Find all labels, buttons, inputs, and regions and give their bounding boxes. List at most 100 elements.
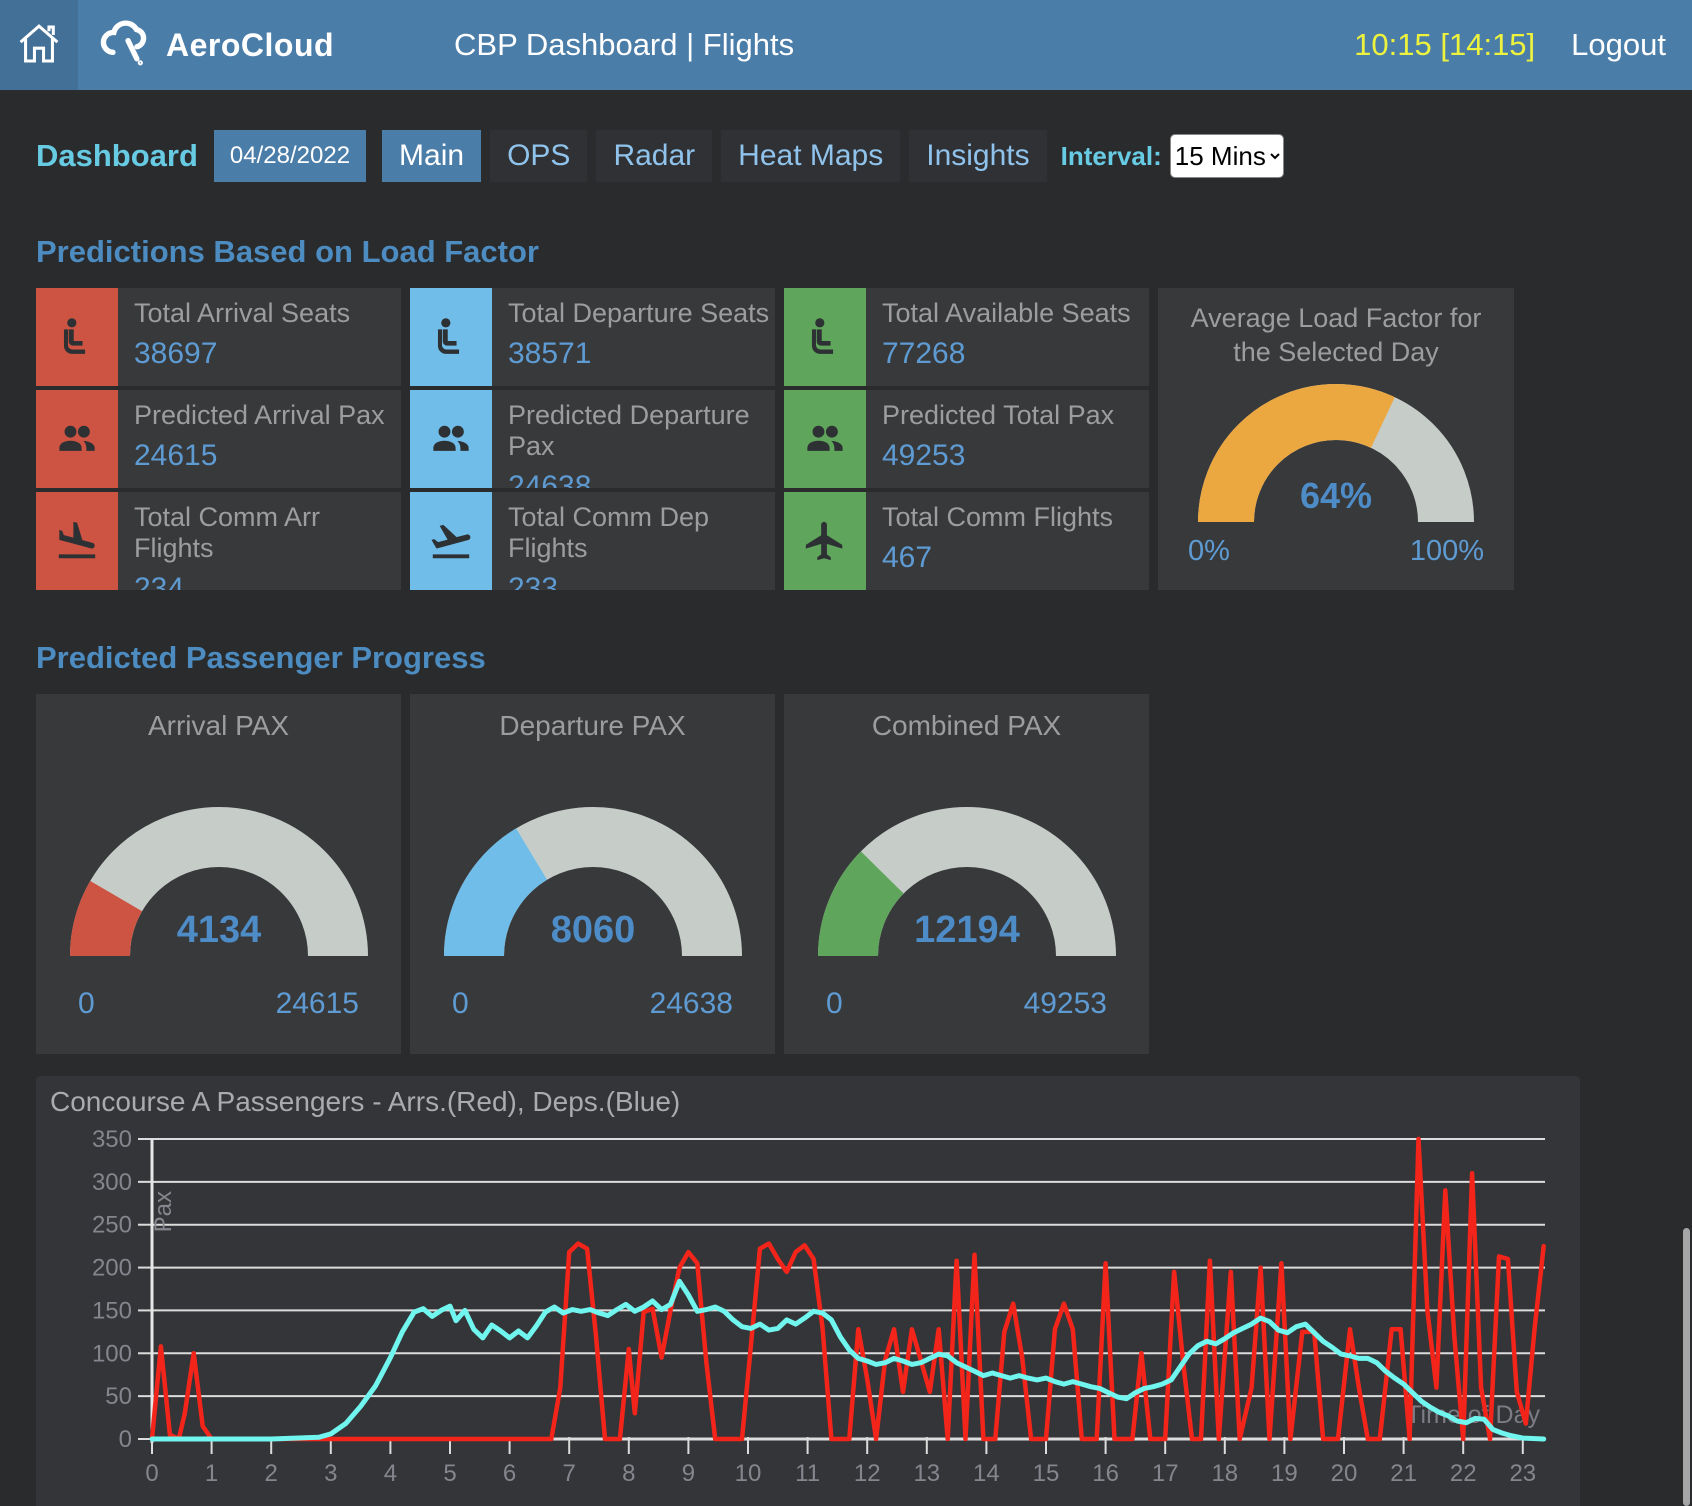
stat-label: Predicted Total Pax [882,400,1115,430]
stat-card: Predicted Departure Pax 24638 [410,390,775,488]
logout-button[interactable]: Logout [1571,27,1666,62]
aerocloud-cloud-icon [96,15,152,76]
stat-label: Total Comm Arr Flights [134,502,321,563]
svg-text:8060: 8060 [550,909,635,951]
svg-text:6: 6 [503,1460,516,1487]
stat-label: Predicted Departure Pax [508,400,750,461]
svg-text:18: 18 [1211,1460,1238,1487]
stat-value: 24615 [134,439,218,472]
tab-insights[interactable]: Insights [909,130,1047,182]
svg-text:50: 50 [105,1383,132,1410]
tab-radar[interactable]: Radar [596,130,713,182]
stat-value: 233 [508,572,559,590]
pax-gauge-card: Combined PAX 12194 0 49253 [784,694,1149,1054]
svg-text:4134: 4134 [176,909,261,951]
svg-text:200: 200 [92,1255,132,1282]
tab-ops[interactable]: OPS [490,130,588,182]
svg-text:8: 8 [622,1460,635,1487]
arrivals-line [149,1136,1546,1442]
people-icon [410,390,492,488]
pax-gauge-min: 0 [826,987,843,1020]
svg-text:11: 11 [795,1460,820,1487]
home-icon [13,17,65,74]
stat-label: Total Comm Flights [882,502,1114,532]
stat-card: Total Available Seats 77268 [784,288,1149,386]
pax-gauge-title: Departure PAX [499,710,686,741]
stat-card: Total Comm Arr Flights 234 [36,492,401,590]
svg-text:12: 12 [854,1460,881,1487]
stat-value: 49253 [882,439,966,472]
svg-text:150: 150 [92,1297,132,1324]
brand-logo[interactable]: AeroCloud [96,15,334,76]
svg-text:22: 22 [1450,1460,1477,1487]
seat-icon [784,288,866,386]
pax-gauge-title: Combined PAX [871,710,1062,741]
stat-value: 77268 [882,337,966,370]
svg-text:14: 14 [973,1460,1000,1487]
pax-gauge: 12194 [795,742,1139,965]
pax-gauge-title: Arrival PAX [147,710,290,741]
concourse-a-chart-panel: 0 50 100 150 200 250 300 350 0 1 2 3 4 5 6 7 8 9 10 11 12 13 1… [36,1076,1580,1506]
stat-value: 24638 [508,470,592,488]
seat-icon [410,288,492,386]
page-title: CBP Dashboard | Flights [454,27,795,62]
progress-grid: Arrival PAX 4134 0 24615 Departure PAX 8060 0 2… [36,694,1656,1054]
load-gauge-title: Average Load Factor for the Selected Day [1190,303,1482,367]
svg-text:0: 0 [119,1426,132,1453]
clock: 10:15 [14:15] [1354,27,1536,62]
people-icon [784,390,866,488]
svg-text:19: 19 [1271,1460,1298,1487]
departures-line [149,1278,1547,1442]
svg-text:7: 7 [563,1460,576,1487]
svg-text:10: 10 [735,1460,762,1487]
svg-text:15: 15 [1033,1460,1060,1487]
pax-gauge-min: 0 [452,987,469,1020]
top-bar: AeroCloud CBP Dashboard | Flights 10:15 … [0,0,1692,90]
pax-gauge-max: 24638 [649,987,733,1020]
tab-bar: Main OPS Radar Heat Maps Insights [382,130,1047,182]
pax-gauge: 8060 [421,742,765,965]
svg-text:2: 2 [265,1460,278,1487]
pax-gauge-min: 0 [78,987,95,1020]
svg-text:64%: 64% [1300,475,1372,516]
controls-row: Dashboard 04/28/2022 Main OPS Radar Heat Ma… [36,130,1656,182]
plane-icon [784,492,866,590]
brand-name: AeroCloud [166,26,335,63]
seat-icon [36,288,118,386]
svg-text:20: 20 [1331,1460,1358,1487]
stat-value: 234 [134,572,185,590]
predictions-grid: Average Load Factor for the Selected Day… [36,288,1656,590]
interval-select[interactable]: 15 Mins [1169,134,1284,178]
stat-card: Total Departure Seats 38571 [410,288,775,386]
svg-text:1: 1 [205,1460,218,1487]
plane-takeoff-icon [410,492,492,590]
stat-label: Total Comm Dep Flights [508,502,710,563]
svg-text:0: 0 [145,1460,158,1487]
chart-title: Concourse A Passengers - Arrs.(Red), Dep… [50,1086,681,1117]
stat-card: Total Comm Flights 467 [784,492,1149,590]
svg-text:250: 250 [92,1212,132,1239]
date-picker[interactable]: 04/28/2022 [213,130,367,182]
tab-main[interactable]: Main [382,130,482,182]
svg-text:300: 300 [92,1169,132,1196]
svg-text:17: 17 [1152,1460,1179,1487]
load-gauge-max: 100% [1409,534,1484,567]
load-factor-gauge: 64% [1166,370,1506,531]
page-scrollbar[interactable] [1683,1228,1690,1506]
predictions-heading: Predictions Based on Load Factor [36,234,539,269]
stat-label: Total Departure Seats [508,298,770,328]
plane-landing-icon [36,492,118,590]
svg-text:23: 23 [1509,1460,1536,1487]
svg-text:3: 3 [324,1460,337,1487]
tab-heat-maps[interactable]: Heat Maps [721,130,901,182]
svg-text:21: 21 [1390,1460,1417,1487]
stat-value: 467 [882,541,933,574]
load-factor-gauge-card: Average Load Factor for the Selected Day… [1158,288,1514,590]
pax-gauge-max: 24615 [275,987,359,1020]
stat-value: 38697 [134,337,218,370]
dashboard-label: Dashboard [36,138,198,173]
people-icon [36,390,118,488]
stat-card: Predicted Arrival Pax 24615 [36,390,401,488]
home-button[interactable] [0,0,78,90]
